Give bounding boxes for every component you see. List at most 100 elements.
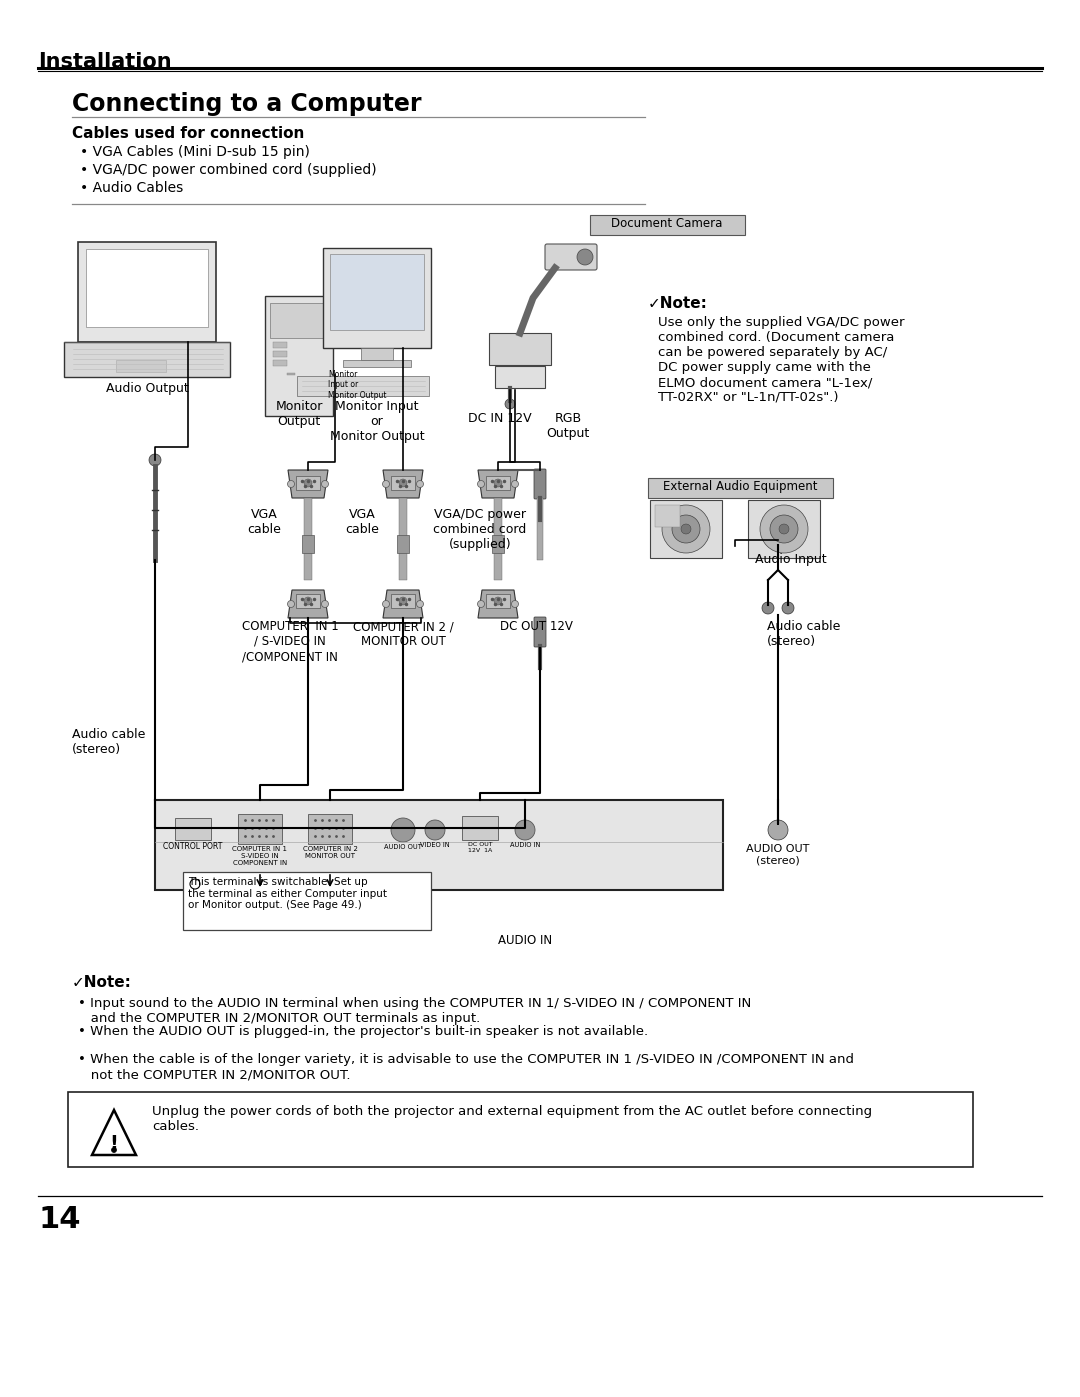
FancyBboxPatch shape — [323, 249, 431, 348]
FancyBboxPatch shape — [273, 360, 287, 366]
Circle shape — [111, 1147, 117, 1153]
Circle shape — [762, 602, 774, 615]
Text: AUDIO OUT
(stereo): AUDIO OUT (stereo) — [746, 844, 810, 866]
FancyBboxPatch shape — [238, 814, 282, 844]
FancyBboxPatch shape — [361, 348, 393, 360]
Text: • Audio Cables: • Audio Cables — [80, 182, 184, 196]
Text: Audio Output: Audio Output — [106, 381, 188, 395]
Text: ✓Note:: ✓Note: — [72, 975, 132, 990]
FancyBboxPatch shape — [302, 535, 314, 553]
Text: External Audio Equipment: External Audio Equipment — [663, 481, 818, 493]
FancyBboxPatch shape — [648, 478, 833, 497]
Text: Installation: Installation — [38, 52, 172, 73]
FancyBboxPatch shape — [303, 497, 312, 580]
Circle shape — [287, 481, 295, 488]
Circle shape — [760, 504, 808, 553]
Polygon shape — [288, 590, 328, 617]
Circle shape — [382, 601, 390, 608]
Text: CONTROL PORT: CONTROL PORT — [163, 842, 222, 851]
FancyBboxPatch shape — [489, 332, 551, 365]
Text: Monitor Input
or
Monitor Output: Monitor Input or Monitor Output — [329, 400, 424, 443]
Circle shape — [391, 819, 415, 842]
Text: This terminal is switchable. Set up
the terminal as either Computer input
or Mon: This terminal is switchable. Set up the … — [188, 877, 387, 911]
Text: Audio Input: Audio Input — [755, 553, 826, 566]
FancyBboxPatch shape — [486, 594, 510, 608]
FancyBboxPatch shape — [537, 497, 543, 560]
FancyBboxPatch shape — [78, 242, 216, 342]
FancyBboxPatch shape — [494, 497, 502, 580]
Polygon shape — [383, 469, 423, 497]
FancyBboxPatch shape — [534, 617, 546, 647]
Text: • VGA/DC power combined cord (supplied): • VGA/DC power combined cord (supplied) — [80, 163, 377, 177]
FancyBboxPatch shape — [391, 594, 415, 608]
Circle shape — [322, 481, 328, 488]
Circle shape — [399, 479, 407, 488]
Text: Use only the supplied VGA/DC power
combined cord. (Document camera
can be powere: Use only the supplied VGA/DC power combi… — [658, 316, 905, 404]
Circle shape — [577, 249, 593, 265]
Circle shape — [322, 601, 328, 608]
Text: RGB
Output: RGB Output — [546, 412, 590, 440]
FancyBboxPatch shape — [308, 814, 352, 844]
Text: VGA
cable: VGA cable — [247, 509, 281, 536]
FancyBboxPatch shape — [397, 535, 409, 553]
Circle shape — [477, 481, 485, 488]
FancyBboxPatch shape — [492, 535, 504, 553]
Text: Unplug the power cords of both the projector and external equipment from the AC : Unplug the power cords of both the proje… — [152, 1105, 873, 1133]
Text: VGA/DC power
combined cord
(supplied): VGA/DC power combined cord (supplied) — [433, 509, 527, 550]
FancyBboxPatch shape — [64, 342, 230, 377]
Circle shape — [494, 479, 502, 488]
Text: Document Camera: Document Camera — [611, 217, 723, 231]
Text: • VGA Cables (Mini D-sub 15 pin): • VGA Cables (Mini D-sub 15 pin) — [80, 145, 310, 159]
Polygon shape — [92, 1111, 136, 1155]
Text: AUDIO OUT: AUDIO OUT — [384, 844, 422, 849]
Circle shape — [512, 601, 518, 608]
Circle shape — [681, 524, 691, 534]
Text: AUDIO IN: AUDIO IN — [510, 842, 540, 848]
Circle shape — [477, 601, 485, 608]
FancyBboxPatch shape — [654, 504, 680, 527]
Polygon shape — [478, 590, 518, 617]
Polygon shape — [478, 469, 518, 497]
Circle shape — [672, 515, 700, 543]
Circle shape — [149, 454, 161, 467]
FancyBboxPatch shape — [156, 800, 723, 890]
FancyBboxPatch shape — [296, 476, 320, 490]
FancyBboxPatch shape — [183, 872, 431, 930]
Text: Connecting to a Computer: Connecting to a Computer — [72, 92, 421, 116]
FancyBboxPatch shape — [68, 1092, 973, 1166]
Polygon shape — [383, 590, 423, 617]
Text: DC OUT 12V: DC OUT 12V — [500, 620, 572, 633]
FancyBboxPatch shape — [273, 351, 287, 358]
Text: ✓Note:: ✓Note: — [648, 296, 707, 312]
Text: Audio cable
(stereo): Audio cable (stereo) — [72, 728, 146, 756]
FancyBboxPatch shape — [495, 366, 545, 388]
FancyBboxPatch shape — [297, 376, 429, 395]
Text: COMPUTER IN 2 /
MONITOR OUT: COMPUTER IN 2 / MONITOR OUT — [353, 620, 454, 648]
Text: VGA
cable: VGA cable — [346, 509, 379, 536]
Text: AUDIO IN: AUDIO IN — [498, 935, 552, 947]
FancyBboxPatch shape — [650, 500, 723, 557]
Circle shape — [770, 515, 798, 543]
Text: Audio cable
(stereo): Audio cable (stereo) — [767, 620, 840, 648]
Text: COMPUTER IN 1
S-VIDEO IN
COMPONENT IN: COMPUTER IN 1 S-VIDEO IN COMPONENT IN — [232, 847, 287, 866]
FancyBboxPatch shape — [534, 469, 546, 499]
Text: • When the cable is of the longer variety, it is advisable to use the COMPUTER I: • When the cable is of the longer variet… — [78, 1053, 854, 1081]
FancyBboxPatch shape — [296, 594, 320, 608]
Circle shape — [779, 524, 789, 534]
FancyBboxPatch shape — [270, 303, 328, 338]
Circle shape — [287, 601, 295, 608]
FancyBboxPatch shape — [116, 360, 166, 372]
Circle shape — [426, 820, 445, 840]
FancyBboxPatch shape — [748, 500, 820, 557]
FancyBboxPatch shape — [486, 476, 510, 490]
FancyBboxPatch shape — [343, 360, 411, 367]
Circle shape — [417, 601, 423, 608]
Circle shape — [505, 400, 515, 409]
Text: COMPUTER IN 2
MONITOR OUT: COMPUTER IN 2 MONITOR OUT — [302, 847, 357, 859]
FancyBboxPatch shape — [265, 296, 333, 416]
Text: • When the AUDIO OUT is plugged-in, the projector's built-in speaker is not avai: • When the AUDIO OUT is plugged-in, the … — [78, 1025, 648, 1038]
FancyBboxPatch shape — [462, 816, 498, 840]
Circle shape — [512, 481, 518, 488]
Text: Monitor
Output: Monitor Output — [275, 400, 323, 427]
Circle shape — [494, 597, 502, 605]
